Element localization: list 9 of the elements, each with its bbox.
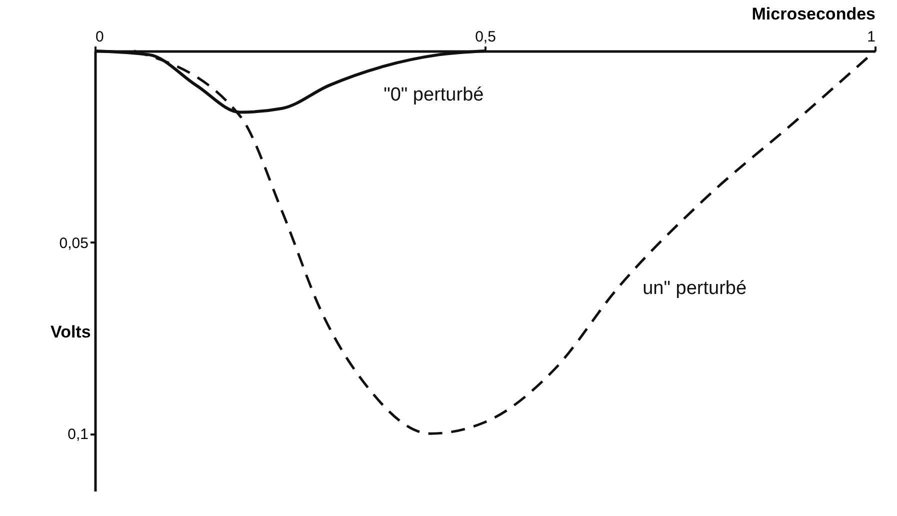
x-tick-label: 0,5 [475, 28, 496, 46]
y-tick-label: 0,1 [68, 426, 88, 444]
y-axis-title: Volts [50, 322, 91, 342]
x-axis-title: Microsecondes [752, 4, 876, 24]
y-tick-label: 0,05 [59, 234, 88, 252]
series-label: un" perturbé [642, 278, 747, 300]
series-label: "0" perturbé [384, 84, 484, 106]
x-tick-label: 0 [96, 28, 104, 46]
x-tick-label: 1 [867, 28, 876, 46]
